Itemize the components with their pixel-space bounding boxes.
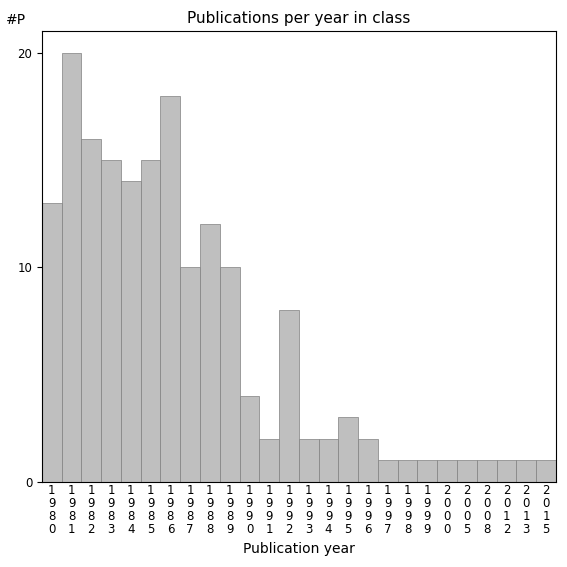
Bar — [160, 96, 180, 481]
Bar — [240, 396, 259, 481]
Bar — [200, 225, 220, 481]
Bar — [42, 203, 62, 481]
Bar — [220, 267, 240, 481]
Bar — [497, 460, 517, 481]
Bar — [180, 267, 200, 481]
Bar — [397, 460, 417, 481]
Bar — [101, 160, 121, 481]
Bar — [121, 181, 141, 481]
Bar — [477, 460, 497, 481]
Bar — [299, 439, 319, 481]
Bar — [319, 439, 338, 481]
Bar — [378, 460, 397, 481]
Bar — [517, 460, 536, 481]
Bar — [536, 460, 556, 481]
Bar — [141, 160, 160, 481]
Bar — [82, 138, 101, 481]
Bar — [62, 53, 82, 481]
Bar — [358, 439, 378, 481]
Bar — [437, 460, 457, 481]
Bar — [259, 439, 279, 481]
Title: Publications per year in class: Publications per year in class — [187, 11, 411, 26]
Bar — [279, 310, 299, 481]
X-axis label: Publication year: Publication year — [243, 542, 355, 556]
Text: #P: #P — [6, 13, 26, 27]
Bar — [417, 460, 437, 481]
Bar — [338, 417, 358, 481]
Bar — [457, 460, 477, 481]
